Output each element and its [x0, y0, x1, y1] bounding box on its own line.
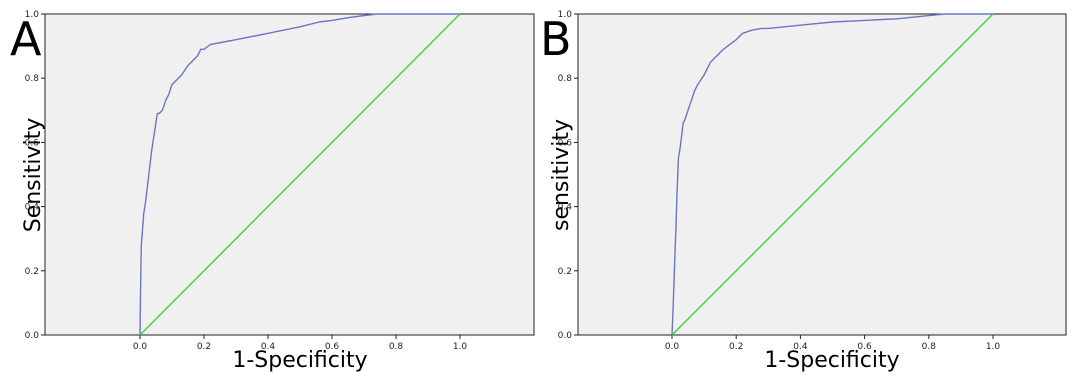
axis-ticks: 0.0 0.2 0.4 0.6 0.8 1.0 0.0 0.2 0.4 0.6 0.8 1.0 — [25, 10, 468, 352]
plot-area — [577, 13, 1067, 336]
reference-diagonal-line — [671, 13, 994, 336]
y-tick-label: 0.8 — [25, 74, 40, 84]
x-axis-label: 1-Specificity — [232, 348, 367, 373]
y-tick-label: 0.4 — [25, 203, 40, 213]
x-tick-label: 0.8 — [922, 342, 937, 352]
y-tick-label: 0.6 — [558, 138, 573, 148]
roc-curve-line — [139, 13, 460, 336]
series-group — [671, 13, 994, 336]
y-tick-label: 0.4 — [558, 203, 573, 213]
x-tick-label: 0.0 — [665, 342, 680, 352]
y-tick-label: 1.0 — [558, 10, 573, 20]
x-tick-label: 0.6 — [325, 342, 340, 352]
y-tick-label: 0.6 — [25, 138, 40, 148]
x-tick-label: 1.0 — [986, 342, 1001, 352]
y-axis-label: sensitivity — [549, 119, 574, 231]
y-axis-label: Sensitivity — [21, 118, 46, 233]
chart-panel-a: A Sensitivity 1-Specificity 0.0 0.2 0.4 0.6… — [10, 10, 535, 373]
x-tick-label: 1.0 — [453, 342, 468, 352]
y-tick-label: 1.0 — [25, 10, 40, 20]
x-tick-label: 0.8 — [389, 342, 404, 352]
x-tick-label: 0.6 — [857, 342, 872, 352]
x-tick-label: 0.2 — [197, 342, 211, 352]
reference-diagonal-line — [139, 13, 461, 336]
x-axis-label: 1-Specificity — [764, 348, 899, 373]
y-tick-label: 0.0 — [558, 331, 573, 341]
x-tick-label: 0.4 — [261, 342, 276, 352]
plot-area — [44, 13, 535, 336]
y-tick-label: 0.0 — [25, 331, 40, 341]
x-tick-label: 0.0 — [133, 342, 148, 352]
x-tick-label: 0.4 — [793, 342, 808, 352]
x-tick-label: 0.2 — [729, 342, 743, 352]
chart-panel-b: B sensitivity 1-Specificity 0.0 0.2 0.4 0.6… — [540, 10, 1067, 373]
panel-letter: B — [540, 12, 572, 66]
y-tick-label: 0.2 — [25, 267, 39, 277]
panel-letter: A — [10, 12, 42, 66]
roc-curve-line — [671, 13, 993, 336]
axis-ticks: 0.0 0.2 0.4 0.6 0.8 1.0 0.0 0.2 0.4 0.6 0.8 1.0 — [558, 10, 1001, 352]
y-tick-label: 0.2 — [558, 267, 572, 277]
series-group — [139, 13, 461, 336]
y-tick-label: 0.8 — [558, 74, 573, 84]
